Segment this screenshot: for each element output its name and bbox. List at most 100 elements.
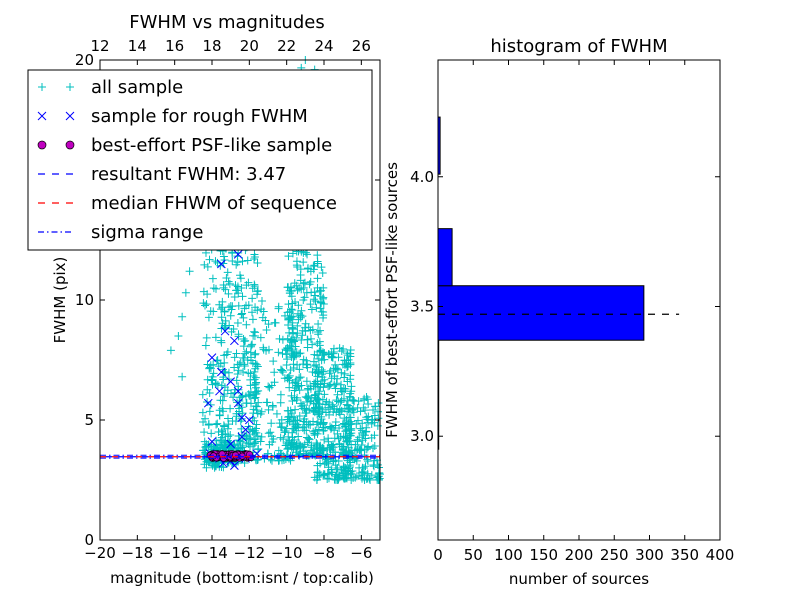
point-all-sample	[234, 289, 243, 298]
point-rough-sample	[230, 336, 239, 346]
point-all-sample	[315, 403, 324, 412]
point-all-sample	[219, 463, 228, 472]
point-all-sample	[317, 298, 326, 307]
point-all-sample	[250, 375, 259, 384]
point-all-sample	[317, 356, 326, 365]
point-all-sample	[281, 427, 290, 436]
point-all-sample	[234, 301, 243, 310]
point-all-sample	[200, 437, 209, 446]
point-all-sample	[275, 334, 284, 343]
point-all-sample	[207, 429, 216, 438]
point-all-sample	[313, 395, 322, 404]
point-all-sample	[291, 422, 300, 431]
histogram-bar	[437, 285, 645, 341]
point-all-sample	[212, 379, 221, 388]
point-all-sample	[329, 456, 338, 465]
point-all-sample	[303, 343, 312, 352]
point-all-sample	[346, 469, 355, 478]
histogram-bars	[437, 116, 645, 450]
point-all-sample	[341, 422, 350, 431]
point-all-sample	[294, 432, 303, 441]
point-all-sample	[234, 382, 243, 391]
point-best-effort	[209, 452, 217, 460]
point-all-sample	[265, 440, 274, 449]
point-all-sample	[300, 414, 309, 423]
point-all-sample	[340, 463, 349, 472]
point-all-sample	[329, 349, 338, 358]
point-all-sample	[336, 398, 345, 407]
point-all-sample	[300, 278, 309, 287]
reference-lines	[100, 454, 380, 459]
scatter-ticks: −20 −18 −16 −14 −12 −10 −8 −6 12 14 16 18 20 22 24 26 0 5…	[75, 37, 380, 562]
point-all-sample	[257, 296, 266, 305]
point-all-sample	[267, 381, 276, 390]
legend-label: best-effort PSF-like sample	[91, 135, 332, 156]
point-all-sample	[226, 311, 235, 320]
point-all-sample	[209, 360, 218, 369]
point-all-sample	[316, 326, 325, 335]
point-all-sample	[319, 307, 328, 316]
point-all-sample	[228, 257, 237, 266]
point-all-sample	[215, 411, 224, 420]
point-all-sample	[257, 432, 266, 441]
point-all-sample	[303, 335, 312, 344]
histogram-x-tick-label: 200	[565, 546, 594, 564]
point-all-sample	[225, 439, 234, 448]
point-all-sample	[347, 387, 356, 396]
point-all-sample	[237, 424, 246, 433]
point-all-sample	[334, 434, 343, 443]
top-tick-label: 14	[128, 37, 147, 55]
point-all-sample	[250, 282, 259, 291]
scatter-ylabel: FWHM (pix)	[51, 257, 69, 344]
point-all-sample	[323, 475, 332, 484]
point-all-sample	[250, 254, 259, 263]
point-all-sample	[319, 426, 328, 435]
point-all-sample	[208, 274, 217, 283]
point-all-sample	[303, 397, 312, 406]
point-all-sample	[361, 406, 370, 415]
point-all-sample	[339, 345, 348, 354]
point-all-sample	[347, 475, 356, 484]
point-all-sample	[181, 288, 190, 297]
point-all-sample	[288, 379, 297, 388]
point-all-sample	[293, 321, 302, 330]
point-all-sample	[299, 279, 308, 288]
point-all-sample	[238, 353, 247, 362]
point-all-sample	[306, 384, 315, 393]
point-all-sample	[356, 424, 365, 433]
point-all-sample	[229, 393, 238, 402]
scatter-title: FWHM vs magnitudes	[129, 12, 324, 33]
point-all-sample	[218, 426, 227, 435]
point-all-sample	[269, 357, 278, 366]
point-all-sample	[230, 293, 239, 302]
point-all-sample	[284, 252, 293, 261]
point-all-sample	[244, 278, 253, 287]
histogram-ylabel: FWHM of best-effort PSF-like sources	[383, 162, 401, 438]
point-all-sample	[319, 293, 328, 302]
point-all-sample	[236, 274, 245, 283]
point-all-sample	[262, 398, 271, 407]
point-all-sample	[339, 442, 348, 451]
point-all-sample	[301, 319, 310, 328]
point-all-sample	[292, 351, 301, 360]
point-all-sample	[344, 443, 353, 452]
point-all-sample	[355, 433, 364, 442]
point-all-sample	[293, 420, 302, 429]
point-all-sample	[341, 474, 350, 483]
legend-item: all sample	[38, 77, 183, 98]
point-all-sample	[212, 356, 221, 365]
point-all-sample	[352, 472, 361, 481]
point-all-sample	[201, 414, 210, 423]
point-all-sample	[298, 312, 307, 321]
point-all-sample	[244, 390, 253, 399]
histogram-x-tick-label: 50	[464, 546, 483, 564]
point-all-sample	[320, 349, 329, 358]
point-all-sample	[340, 373, 349, 382]
point-all-sample	[262, 326, 271, 335]
point-all-sample	[217, 338, 226, 347]
point-all-sample	[242, 347, 251, 356]
point-all-sample	[232, 409, 241, 418]
x-tick-label: −12	[234, 544, 266, 562]
point-all-sample	[205, 255, 214, 264]
point-all-sample	[251, 349, 260, 358]
